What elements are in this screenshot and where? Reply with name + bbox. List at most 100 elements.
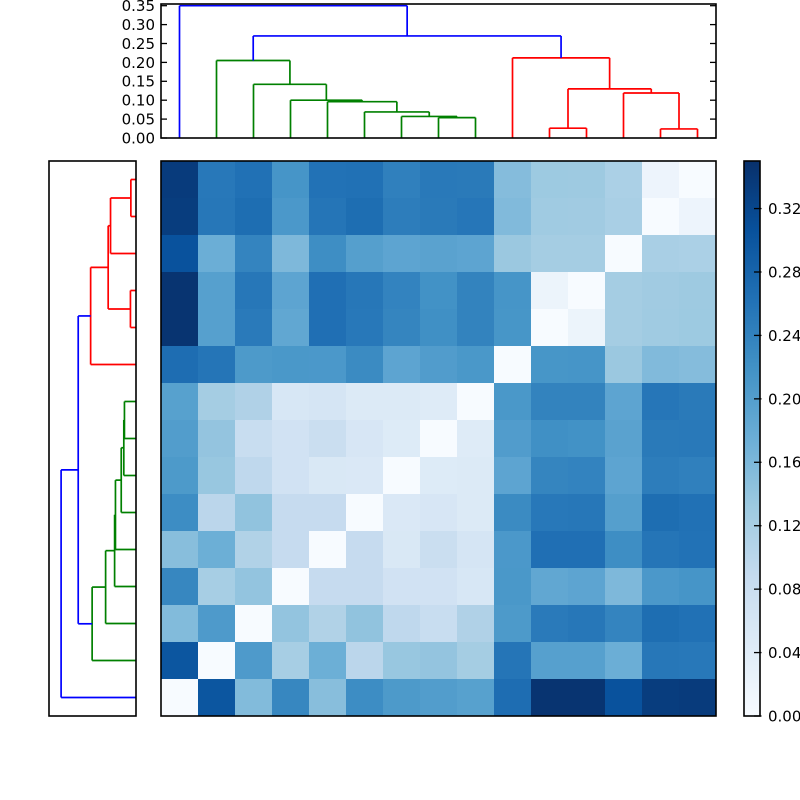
heatmap-cell <box>383 198 420 235</box>
heatmap-cell <box>679 383 716 420</box>
heatmap-cell <box>531 494 568 531</box>
heatmap-cell <box>494 642 531 679</box>
heatmap-cell <box>568 420 605 457</box>
heatmap-cell <box>642 531 679 568</box>
heatmap-cell <box>494 198 531 235</box>
heatmap-cell <box>346 531 383 568</box>
heatmap-cell <box>383 679 420 716</box>
heatmap-cell <box>420 457 457 494</box>
heatmap-cell <box>420 605 457 642</box>
heatmap-cell <box>309 309 346 346</box>
heatmap-cell <box>346 198 383 235</box>
heatmap-cell <box>568 235 605 272</box>
heatmap-cell <box>383 309 420 346</box>
heatmap-cell <box>420 568 457 605</box>
heatmap-cell <box>198 235 235 272</box>
heatmap-cell <box>568 272 605 309</box>
heatmap-cell <box>309 272 346 309</box>
heatmap-cell <box>642 161 679 198</box>
heatmap-cell <box>494 679 531 716</box>
heatmap-cell <box>642 605 679 642</box>
heatmap-cell <box>383 605 420 642</box>
heatmap-box <box>160 160 717 717</box>
heatmap-cell <box>309 531 346 568</box>
heatmap-cell <box>309 642 346 679</box>
heatmap-cell <box>457 198 494 235</box>
heatmap-cell <box>494 420 531 457</box>
heatmap-cell <box>161 309 198 346</box>
heatmap-cell <box>679 420 716 457</box>
heatmap-cell <box>198 531 235 568</box>
heatmap-cell <box>309 420 346 457</box>
heatmap-cell <box>679 346 716 383</box>
heatmap-cell <box>198 198 235 235</box>
heatmap-cell <box>568 568 605 605</box>
heatmap-cell <box>161 383 198 420</box>
colorbar-tick-label: 0.28 <box>768 263 800 281</box>
heatmap-cell <box>383 235 420 272</box>
heatmap-cell <box>679 457 716 494</box>
heatmap-cell <box>235 161 272 198</box>
heatmap-cell <box>568 679 605 716</box>
heatmap-cell <box>420 309 457 346</box>
top-dendrogram-box <box>160 3 717 139</box>
heatmap-cell <box>494 531 531 568</box>
heatmap-cell <box>494 161 531 198</box>
heatmap-cell <box>457 642 494 679</box>
heatmap-cell <box>309 568 346 605</box>
heatmap-cell <box>420 161 457 198</box>
heatmap-cell <box>346 679 383 716</box>
heatmap-cell <box>235 235 272 272</box>
heatmap-cell <box>457 531 494 568</box>
heatmap-cell <box>457 346 494 383</box>
heatmap-cell <box>309 494 346 531</box>
heatmap-cell <box>346 420 383 457</box>
heatmap-cell <box>679 272 716 309</box>
heatmap-cell <box>679 235 716 272</box>
heatmap-cell <box>568 198 605 235</box>
heatmap-cell <box>235 272 272 309</box>
heatmap-cell <box>679 494 716 531</box>
heatmap-cell <box>235 531 272 568</box>
heatmap-cell <box>642 642 679 679</box>
heatmap-cell <box>383 457 420 494</box>
heatmap-cell <box>272 346 309 383</box>
heatmap-cell <box>457 679 494 716</box>
dendrogram-axis-tick-label: 0.00 <box>122 129 155 147</box>
heatmap-cell <box>198 457 235 494</box>
colorbar-panel: 0.00 0.04 0.08 0.12 0.16 0.20 0.24 0.28 0.32 <box>743 160 800 725</box>
heatmap-cell <box>272 531 309 568</box>
heatmap-cell <box>531 346 568 383</box>
heatmap-cell <box>309 161 346 198</box>
heatmap-cell <box>642 383 679 420</box>
heatmap-cell <box>383 383 420 420</box>
colorbar-tick-label: 0.32 <box>768 200 800 218</box>
heatmap-cell <box>272 642 309 679</box>
heatmap-cell <box>568 161 605 198</box>
heatmap-cell <box>235 642 272 679</box>
heatmap-cell <box>531 605 568 642</box>
heatmap-cell <box>494 457 531 494</box>
heatmap-cell <box>494 346 531 383</box>
heatmap-cell <box>420 420 457 457</box>
heatmap-cell <box>457 420 494 457</box>
heatmap-cell <box>161 605 198 642</box>
heatmap-cell <box>346 568 383 605</box>
heatmap-cell <box>161 420 198 457</box>
heatmap-cell <box>346 642 383 679</box>
heatmap-cell <box>420 198 457 235</box>
heatmap-cell <box>531 235 568 272</box>
heatmap-cell <box>161 494 198 531</box>
heatmap-cell <box>605 383 642 420</box>
heatmap-cell <box>457 161 494 198</box>
heatmap-cell <box>161 235 198 272</box>
heatmap-cell <box>198 568 235 605</box>
heatmap-cell <box>531 198 568 235</box>
heatmap-cell <box>198 346 235 383</box>
heatmap-cell <box>457 457 494 494</box>
heatmap-cell <box>161 679 198 716</box>
heatmap-cell <box>383 568 420 605</box>
heatmap-cell <box>383 420 420 457</box>
colorbar-outline <box>743 160 761 717</box>
